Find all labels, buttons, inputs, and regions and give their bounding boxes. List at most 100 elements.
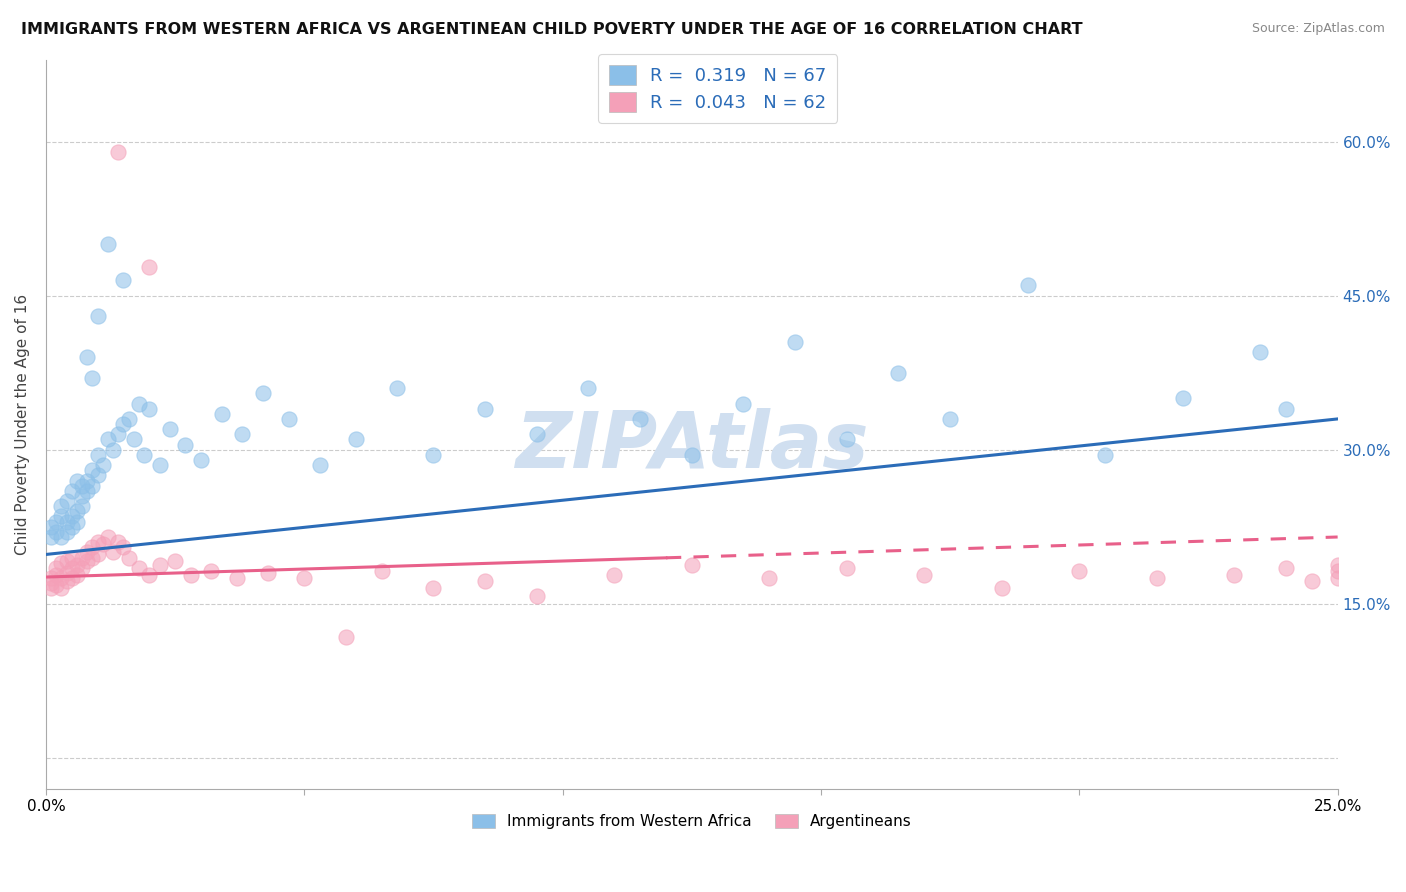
Point — [86, 468, 108, 483]
Point — [76, 545, 98, 559]
Point — [70, 550, 93, 565]
Point — [681, 558, 703, 572]
Point — [344, 433, 367, 447]
Point — [835, 561, 858, 575]
Point — [86, 448, 108, 462]
Point — [1275, 401, 1298, 416]
Point — [51, 571, 73, 585]
Point — [66, 515, 89, 529]
Point — [335, 630, 357, 644]
Point — [149, 458, 172, 472]
Point — [939, 412, 962, 426]
Point — [51, 556, 73, 570]
Point — [55, 524, 77, 539]
Point — [1326, 564, 1348, 578]
Point — [1275, 561, 1298, 575]
Legend: Immigrants from Western Africa, Argentineans: Immigrants from Western Africa, Argentin… — [465, 808, 918, 836]
Point — [117, 412, 139, 426]
Point — [1301, 574, 1323, 589]
Point — [91, 458, 114, 472]
Y-axis label: Child Poverty Under the Age of 16: Child Poverty Under the Age of 16 — [15, 293, 30, 555]
Point — [138, 260, 160, 274]
Point — [55, 494, 77, 508]
Point — [112, 417, 135, 431]
Point — [45, 524, 67, 539]
Point — [39, 530, 62, 544]
Point — [70, 478, 93, 492]
Point — [257, 566, 280, 580]
Point — [55, 574, 77, 589]
Point — [76, 351, 98, 365]
Point — [308, 458, 330, 472]
Point — [887, 366, 910, 380]
Point — [101, 442, 124, 457]
Point — [76, 553, 98, 567]
Point — [82, 550, 104, 565]
Point — [134, 448, 156, 462]
Point — [112, 541, 135, 555]
Point — [97, 433, 120, 447]
Point — [1326, 558, 1348, 572]
Point — [76, 474, 98, 488]
Point — [55, 515, 77, 529]
Point — [681, 448, 703, 462]
Point — [733, 396, 755, 410]
Point — [1017, 278, 1039, 293]
Point — [86, 548, 108, 562]
Point — [107, 427, 129, 442]
Point — [51, 499, 73, 513]
Point — [603, 568, 626, 582]
Point — [371, 564, 394, 578]
Point — [422, 448, 444, 462]
Point — [60, 483, 83, 498]
Point — [1326, 571, 1348, 585]
Point — [387, 381, 409, 395]
Point — [578, 381, 600, 395]
Point — [292, 571, 315, 585]
Point — [70, 499, 93, 513]
Point — [758, 571, 780, 585]
Point — [226, 571, 249, 585]
Point — [66, 568, 89, 582]
Point — [1249, 345, 1271, 359]
Point — [60, 509, 83, 524]
Point — [45, 515, 67, 529]
Point — [51, 530, 73, 544]
Point — [82, 478, 104, 492]
Point — [51, 582, 73, 596]
Point — [76, 483, 98, 498]
Point — [628, 412, 651, 426]
Point — [66, 504, 89, 518]
Point — [835, 433, 858, 447]
Point — [60, 550, 83, 565]
Point — [785, 334, 807, 349]
Point — [174, 437, 197, 451]
Point — [1171, 392, 1194, 406]
Text: IMMIGRANTS FROM WESTERN AFRICA VS ARGENTINEAN CHILD POVERTY UNDER THE AGE OF 16 : IMMIGRANTS FROM WESTERN AFRICA VS ARGENT… — [21, 22, 1083, 37]
Point — [991, 582, 1014, 596]
Point — [66, 474, 89, 488]
Point — [70, 489, 93, 503]
Point — [60, 561, 83, 575]
Point — [1223, 568, 1246, 582]
Point — [107, 535, 129, 549]
Point — [82, 371, 104, 385]
Point — [1094, 448, 1116, 462]
Point — [112, 273, 135, 287]
Point — [422, 582, 444, 596]
Point — [55, 553, 77, 567]
Point — [117, 550, 139, 565]
Point — [45, 561, 67, 575]
Point — [101, 545, 124, 559]
Point — [526, 589, 548, 603]
Point — [82, 541, 104, 555]
Point — [159, 422, 181, 436]
Point — [1353, 568, 1375, 582]
Point — [912, 568, 935, 582]
Point — [190, 453, 212, 467]
Point — [526, 427, 548, 442]
Point — [60, 571, 83, 585]
Point — [1069, 564, 1091, 578]
Point — [97, 237, 120, 252]
Point — [91, 537, 114, 551]
